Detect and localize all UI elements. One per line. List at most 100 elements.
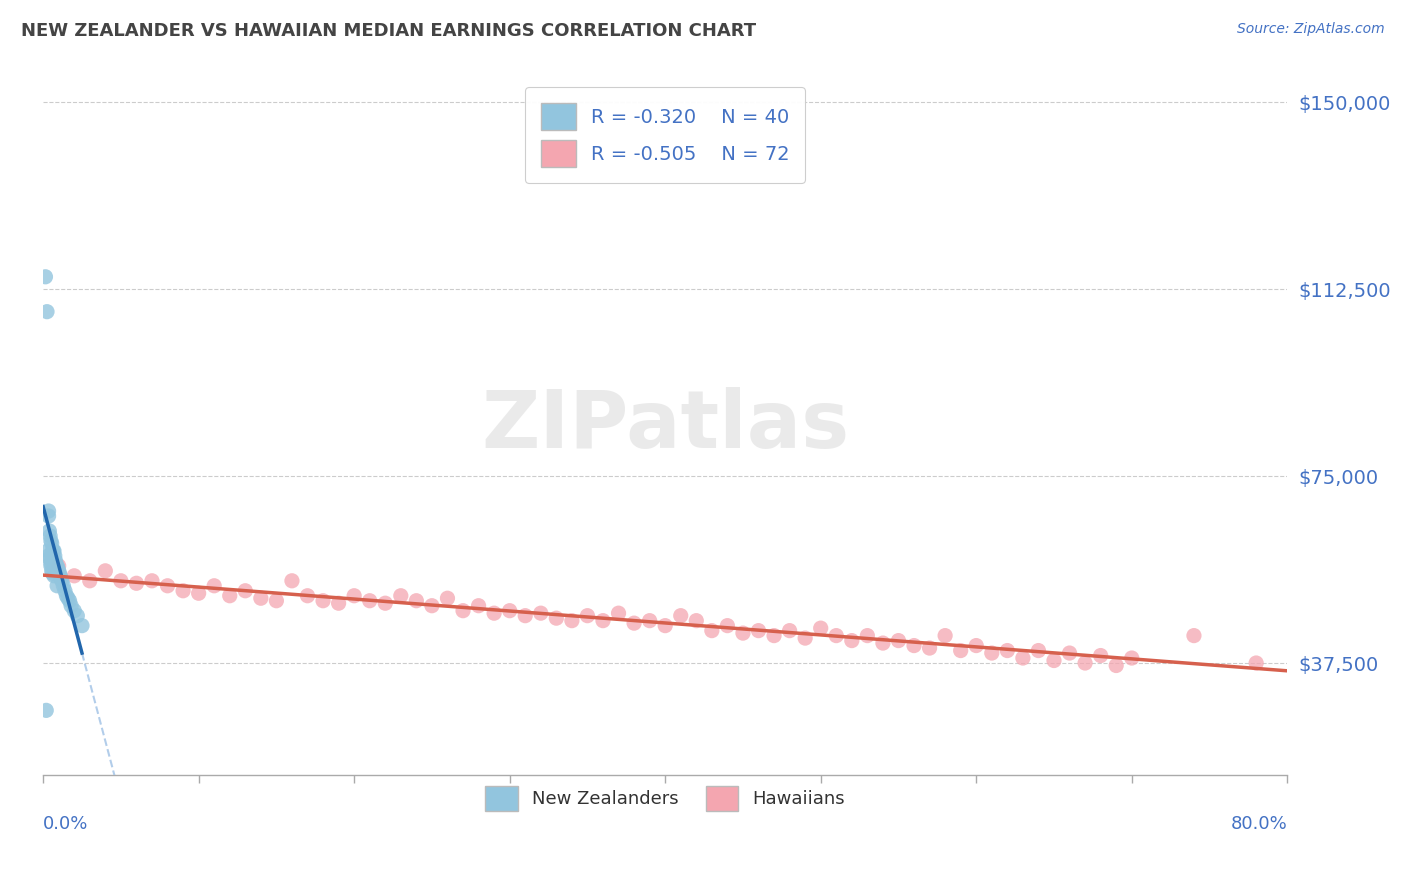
Point: [1028, 643, 1050, 657]
Point: [63, 604, 86, 618]
Point: [51, 574, 73, 588]
Point: [35, 304, 58, 318]
Point: [172, 583, 194, 598]
Point: [451, 604, 474, 618]
Point: [38, 504, 60, 518]
Point: [467, 599, 489, 613]
Point: [48, 564, 70, 578]
Point: [1182, 629, 1205, 643]
Point: [39, 533, 62, 548]
Point: [218, 589, 240, 603]
Point: [1043, 654, 1066, 668]
Point: [498, 604, 520, 618]
Point: [359, 593, 381, 607]
Point: [779, 624, 801, 638]
Point: [623, 616, 645, 631]
Point: [94, 564, 117, 578]
Point: [561, 614, 583, 628]
Point: [328, 596, 350, 610]
Point: [187, 586, 209, 600]
Legend: New Zealanders, Hawaiians: New Zealanders, Hawaiians: [478, 779, 852, 819]
Point: [39, 529, 62, 543]
Text: 0.0%: 0.0%: [44, 815, 89, 833]
Point: [46, 561, 69, 575]
Point: [70, 618, 93, 632]
Point: [38, 551, 60, 566]
Point: [53, 583, 76, 598]
Point: [638, 614, 661, 628]
Point: [34, 269, 56, 284]
Point: [607, 606, 630, 620]
Point: [872, 636, 894, 650]
Point: [934, 629, 956, 643]
Point: [48, 566, 70, 581]
Point: [110, 574, 132, 588]
Point: [825, 629, 848, 643]
Point: [156, 579, 179, 593]
Point: [436, 591, 458, 606]
Point: [41, 544, 63, 558]
Point: [343, 589, 366, 603]
Point: [1090, 648, 1112, 663]
Point: [38, 508, 60, 523]
Point: [52, 579, 75, 593]
Point: [38, 524, 60, 538]
Point: [794, 631, 817, 645]
Point: [949, 643, 972, 657]
Point: [281, 574, 304, 588]
Point: [1074, 656, 1097, 670]
Point: [44, 549, 66, 563]
Point: [233, 583, 256, 598]
Point: [482, 606, 505, 620]
Point: [58, 593, 80, 607]
Point: [42, 544, 65, 558]
Point: [250, 591, 273, 606]
Point: [55, 589, 77, 603]
Point: [1012, 651, 1035, 665]
Point: [39, 558, 62, 573]
Point: [297, 589, 319, 603]
Point: [48, 558, 70, 573]
Point: [41, 536, 63, 550]
Point: [79, 574, 101, 588]
Point: [669, 608, 692, 623]
Point: [747, 624, 769, 638]
Point: [841, 633, 863, 648]
Point: [49, 571, 72, 585]
Point: [903, 639, 925, 653]
Point: [530, 606, 553, 620]
Point: [763, 629, 786, 643]
Point: [63, 569, 86, 583]
Point: [700, 624, 723, 638]
Point: [56, 591, 79, 606]
Point: [389, 589, 412, 603]
Point: [995, 643, 1018, 657]
Point: [35, 703, 58, 717]
Point: [42, 544, 65, 558]
Point: [685, 614, 707, 628]
Point: [38, 549, 60, 563]
Point: [49, 569, 72, 583]
Point: [37, 544, 59, 558]
Point: [374, 596, 396, 610]
Point: [1244, 656, 1267, 670]
Point: [41, 566, 63, 581]
Point: [1059, 646, 1081, 660]
Point: [918, 641, 941, 656]
Point: [716, 618, 738, 632]
Point: [202, 579, 225, 593]
Point: [45, 558, 67, 573]
Point: [810, 621, 832, 635]
Point: [66, 608, 89, 623]
Point: [46, 558, 69, 573]
Point: [266, 593, 288, 607]
Point: [965, 639, 987, 653]
Point: [592, 614, 614, 628]
Point: [420, 599, 443, 613]
Point: [731, 626, 754, 640]
Point: [39, 557, 62, 571]
Point: [654, 618, 676, 632]
Point: [312, 593, 335, 607]
Point: [45, 554, 67, 568]
Text: 80.0%: 80.0%: [1230, 815, 1288, 833]
